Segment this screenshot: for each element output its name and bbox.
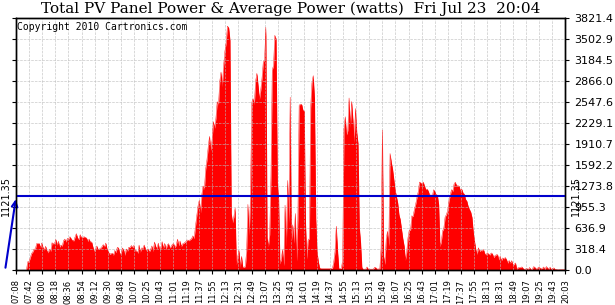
Text: Copyright 2010 Cartronics.com: Copyright 2010 Cartronics.com: [17, 22, 188, 32]
Text: 1121.35: 1121.35: [571, 177, 581, 217]
Text: 1121.35: 1121.35: [1, 177, 10, 217]
Title: Total PV Panel Power & Average Power (watts)  Fri Jul 23  20:04: Total PV Panel Power & Average Power (wa…: [41, 2, 541, 16]
